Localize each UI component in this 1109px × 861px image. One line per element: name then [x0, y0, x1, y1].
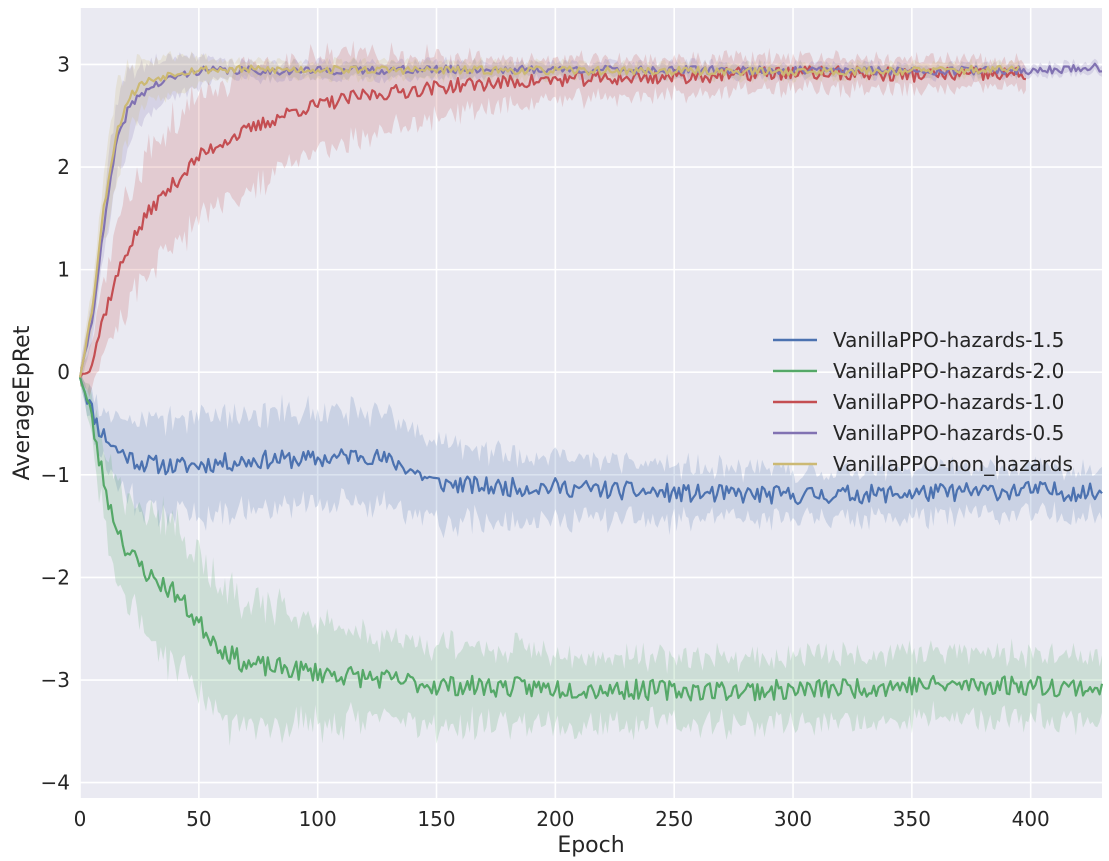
legend-label: VanillaPPO-non_hazards	[833, 452, 1073, 476]
x-tick-label: 300	[774, 807, 812, 831]
legend-label: VanillaPPO-hazards-0.5	[833, 421, 1064, 445]
y-tick-label: 0	[57, 360, 70, 384]
legend-label: VanillaPPO-hazards-1.0	[833, 390, 1064, 414]
confidence-band-3	[80, 52, 1102, 388]
x-tick-label: 400	[1012, 807, 1050, 831]
y-tick-label: −2	[41, 565, 70, 589]
x-axis-label: Epoch	[557, 833, 624, 858]
x-tick-label: 0	[74, 807, 87, 831]
series-line-2	[79, 65, 1027, 379]
y-axis-label: AverageEpRet	[10, 325, 35, 480]
y-tick-label: 3	[57, 52, 70, 76]
x-tick-label: 350	[893, 807, 931, 831]
series-line-4	[78, 64, 1020, 378]
confidence-band-0	[80, 372, 1102, 539]
y-tick-label: 2	[57, 155, 70, 179]
y-tick-labels: −4 −3 −2 −1 0 1 2 3	[41, 52, 70, 794]
x-tick-label: 50	[186, 807, 211, 831]
legend: VanillaPPO-hazards-1.5 VanillaPPO-hazards…	[773, 328, 1073, 476]
series-lines	[78, 62, 1104, 702]
series-line-0	[78, 377, 1103, 506]
y-tick-label: −3	[41, 668, 70, 692]
x-tick-label: 250	[655, 807, 693, 831]
y-tick-label: −1	[41, 463, 70, 487]
x-tick-label: 100	[299, 807, 337, 831]
y-tick-label: 1	[57, 258, 70, 282]
legend-label: VanillaPPO-hazards-2.0	[833, 359, 1064, 383]
x-tick-label: 200	[536, 807, 574, 831]
legend-label: VanillaPPO-hazards-1.5	[833, 328, 1064, 352]
x-tick-labels: 0 50 100 150 200 250 300 350 400	[74, 807, 1050, 831]
confidence-bands	[80, 40, 1102, 746]
confidence-band-2	[80, 40, 1026, 397]
y-tick-label: −4	[41, 771, 70, 795]
series-line-1	[78, 377, 1104, 702]
confidence-band-4	[80, 50, 1019, 388]
x-tick-label: 150	[417, 807, 455, 831]
confidence-band-1	[80, 372, 1102, 746]
